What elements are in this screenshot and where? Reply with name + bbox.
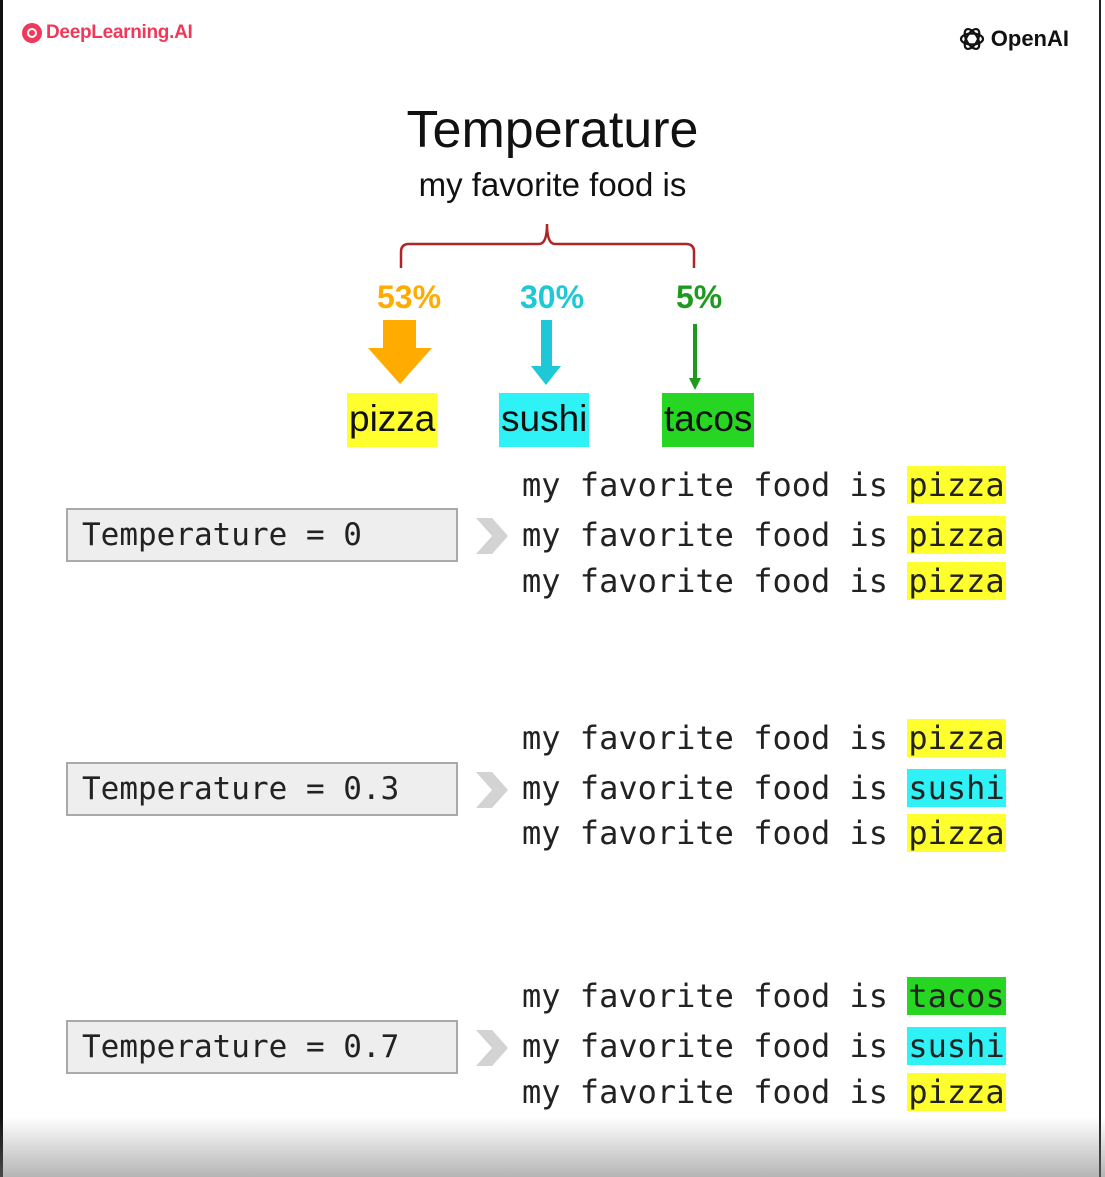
output-line: my favorite food is pizza xyxy=(522,562,1006,600)
sushi-option-box: sushi xyxy=(499,393,590,447)
output-line: my favorite food is tacos xyxy=(522,977,1006,1015)
temperature-0-3-box: Temperature = 0.3 xyxy=(66,762,458,816)
deeplearning-logo-text: DeepLearning.AI xyxy=(46,22,193,43)
openai-logo-icon xyxy=(959,27,984,51)
deeplearning-logo: DeepLearning.AI xyxy=(22,22,193,44)
frame-left-border xyxy=(0,0,3,1177)
tacos-option-box: tacos xyxy=(662,393,755,447)
pizza-option-box: pizza xyxy=(347,393,438,447)
sushi-arrow-icon xyxy=(531,320,561,385)
tacos-percent: 5% xyxy=(676,279,723,315)
output-word: sushi xyxy=(907,1027,1006,1065)
output-word: pizza xyxy=(907,814,1006,852)
output-line: my favorite food is pizza xyxy=(522,814,1006,852)
chevron-right-icon xyxy=(476,772,508,808)
pizza-percent: 53% xyxy=(377,279,442,315)
output-word: sushi xyxy=(907,769,1006,807)
pizza-arrow-icon xyxy=(368,320,432,384)
output-word: pizza xyxy=(907,466,1006,504)
output-line: my favorite food is pizza xyxy=(522,516,1006,554)
bottom-shadow xyxy=(0,1117,1105,1177)
output-line: my favorite food is sushi xyxy=(522,1027,1006,1065)
output-word: pizza xyxy=(907,516,1006,554)
output-line: my favorite food is pizza xyxy=(522,466,1006,504)
page-title: Temperature xyxy=(406,101,699,159)
chevron-right-icon xyxy=(476,518,508,554)
output-word: tacos xyxy=(907,977,1006,1015)
chevron-right-icon xyxy=(476,1030,508,1066)
output-line: my favorite food is pizza xyxy=(522,719,1006,757)
output-word: pizza xyxy=(907,1073,1006,1111)
deeplearning-logo-icon xyxy=(22,23,42,43)
sushi-percent: 30% xyxy=(520,279,585,315)
output-line: my favorite food is sushi xyxy=(522,769,1006,807)
temperature-0-box: Temperature = 0 xyxy=(66,508,458,562)
openai-logo: OpenAI xyxy=(957,24,1069,54)
frame-right-border xyxy=(1099,0,1101,1177)
prompt-subtitle: my favorite food is xyxy=(418,166,687,203)
output-word: pizza xyxy=(907,562,1006,600)
openai-logo-text: OpenAI xyxy=(990,26,1069,51)
temperature-0-7-box: Temperature = 0.7 xyxy=(66,1020,458,1074)
tacos-arrow-icon xyxy=(689,324,701,390)
curly-brace xyxy=(368,223,701,390)
output-word: pizza xyxy=(907,719,1006,757)
output-line: my favorite food is pizza xyxy=(522,1073,1006,1111)
brace-path xyxy=(399,223,696,268)
